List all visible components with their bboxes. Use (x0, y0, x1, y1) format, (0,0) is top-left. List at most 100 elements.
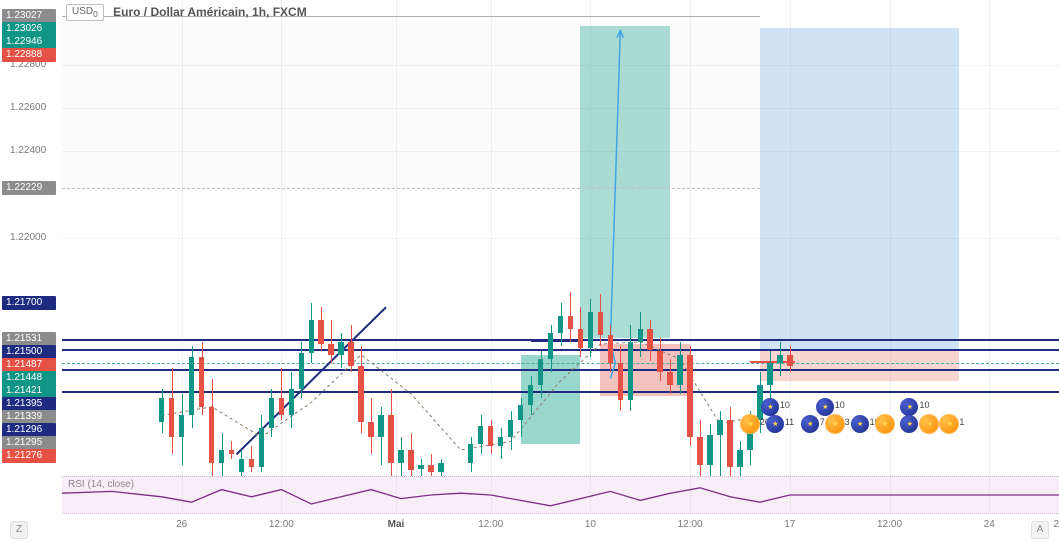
x-tick-label: 12:00 (478, 519, 503, 530)
candle-body (408, 450, 413, 469)
candle-body (259, 428, 264, 467)
event-badge-label: 10 (780, 400, 790, 410)
event-badge-label: 11 (785, 417, 794, 427)
candle-body (209, 407, 214, 463)
y-tick-label: 1.22000 (10, 232, 46, 243)
event-badge[interactable]: ★ (920, 415, 938, 433)
event-badge[interactable]: ★ (816, 398, 834, 416)
candle-body (179, 415, 184, 437)
candle-body (628, 342, 633, 400)
x-tick-label: 12:00 (877, 519, 902, 530)
candle-body (438, 463, 443, 472)
candle-body (677, 355, 682, 385)
candle-body (249, 459, 254, 468)
horizontal-line (62, 363, 1059, 364)
x-tick-label: 24 (984, 519, 995, 530)
rsi-line (62, 488, 1059, 506)
candle-body (488, 426, 493, 445)
candle-body (647, 329, 652, 351)
event-badge[interactable]: ★ (741, 415, 759, 433)
candle-body (229, 450, 234, 454)
candle-body (358, 366, 363, 422)
candle-body (478, 426, 483, 443)
candle-body (159, 398, 164, 422)
chart-title: USD0 Euro / Dollar Américain, 1h, FXCM (66, 4, 307, 21)
candle-body (309, 320, 314, 352)
zone-rect (580, 26, 670, 338)
candle-body (279, 398, 284, 415)
candle-body (707, 435, 712, 465)
event-badge[interactable]: ★ (940, 415, 958, 433)
event-badge[interactable]: ★ (900, 398, 918, 416)
event-badge[interactable]: ★ (766, 415, 784, 433)
grid-line (989, 0, 990, 512)
event-badge[interactable]: ★ (876, 415, 894, 433)
candle-body (568, 316, 573, 329)
zone-rect (760, 28, 959, 350)
candle-body (598, 312, 603, 336)
candle-body (239, 459, 244, 472)
horizontal-line (62, 349, 1059, 351)
candle-body (338, 342, 343, 355)
price-tag: 1.21700 (2, 296, 56, 310)
candle-body (727, 420, 732, 468)
x-tick-label: Mai (388, 519, 405, 530)
mark-line (531, 340, 581, 342)
price-tag: 1.21487 (2, 358, 56, 372)
candle-body (378, 415, 383, 437)
chart-area[interactable]: ★10★10★10★20★11★7★3★10★★3★3★1RSI (14, cl… (62, 0, 1059, 512)
timezone-left-button[interactable]: Z (10, 521, 28, 539)
price-tag: 1.23026 (2, 22, 56, 36)
x-tick-label: 12:00 (678, 519, 703, 530)
y-tick-label: 1.22600 (10, 102, 46, 113)
candle-body (697, 437, 702, 465)
price-tag: 1.21339 (2, 410, 56, 424)
event-badge-label: 7 (820, 417, 825, 427)
candle-body (608, 335, 613, 363)
event-badge[interactable]: ★ (851, 415, 869, 433)
candle-body (418, 465, 423, 469)
candle-body (717, 420, 722, 435)
x-tick-label: 17 (784, 519, 795, 530)
candle-body (299, 353, 304, 390)
price-tag: 1.22229 (2, 181, 56, 195)
y-axis: 1.220001.224001.226001.228001.230271.230… (0, 0, 62, 512)
candle-body (638, 329, 643, 342)
candle-body (588, 312, 593, 349)
candle-body (687, 355, 692, 437)
price-tag: 1.21296 (2, 423, 56, 437)
candle-body (578, 329, 583, 348)
candle-body (398, 450, 403, 463)
candle-body (518, 405, 523, 420)
event-badge[interactable]: ★ (761, 398, 779, 416)
candle-body (777, 355, 782, 364)
candle-body (318, 320, 323, 344)
price-tag: 1.22888 (2, 48, 56, 62)
price-tag: 1.21531 (2, 332, 56, 346)
event-badge[interactable]: ★ (900, 415, 918, 433)
event-badge-label: 1 (959, 417, 964, 427)
candle-body (657, 351, 662, 373)
horizontal-line (62, 188, 760, 189)
candle-body (189, 357, 194, 415)
event-badge-label: 10 (919, 400, 929, 410)
y-tick-label: 1.22400 (10, 145, 46, 156)
event-badge[interactable]: ★ (801, 415, 819, 433)
x-tick-label: 12:00 (269, 519, 294, 530)
x-tick-label: 27 (1053, 519, 1059, 530)
price-tag: 1.22946 (2, 35, 56, 49)
event-badge-label: 3 (845, 417, 850, 427)
timezone-right-button[interactable]: A (1031, 521, 1049, 539)
event-badge[interactable]: ★ (826, 415, 844, 433)
horizontal-line (62, 369, 1059, 371)
price-tag: 1.21276 (2, 449, 56, 463)
candle-body (388, 415, 393, 463)
rsi-panel: RSI (14, close) (62, 476, 1059, 514)
price-tag: 1.21295 (2, 436, 56, 450)
candle-body (219, 450, 224, 463)
candle-body (618, 363, 623, 400)
x-tick-label: 26 (176, 519, 187, 530)
price-tag: 1.23027 (2, 9, 56, 23)
symbol-description: Euro / Dollar Américain, 1h, FXCM (113, 5, 307, 19)
currency-badge: USD0 (66, 4, 104, 21)
